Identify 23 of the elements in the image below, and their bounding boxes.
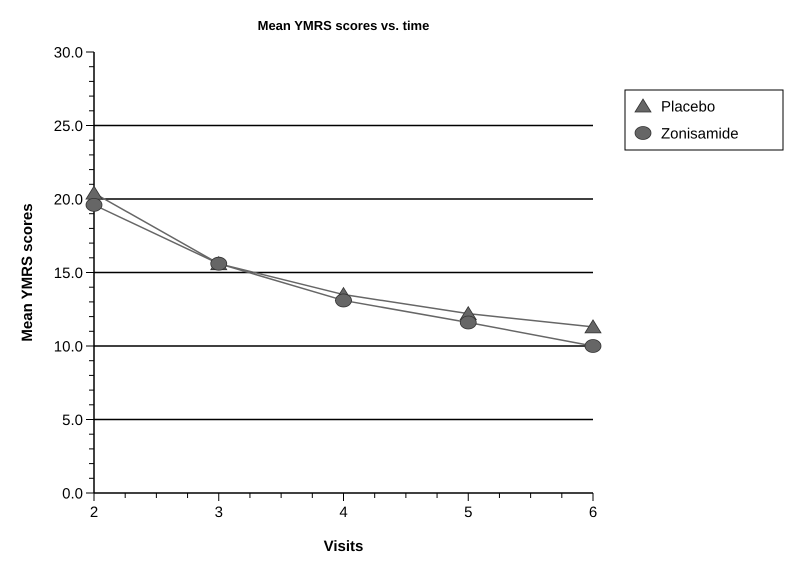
point bbox=[584, 339, 602, 353]
x-tick-label: 5 bbox=[464, 504, 472, 521]
x-tick-label: 3 bbox=[214, 504, 223, 521]
y-tick-label: 5.0 bbox=[62, 412, 83, 429]
y-tick-label: 15.0 bbox=[54, 264, 83, 282]
y-tick-label: 20.0 bbox=[54, 191, 83, 208]
y-tick-label: 0.0 bbox=[62, 485, 83, 502]
x-tick-label: 2 bbox=[90, 504, 98, 521]
y-tick-label: 30.0 bbox=[54, 44, 83, 62]
point bbox=[335, 294, 352, 308]
x-tick-label: 4 bbox=[339, 504, 348, 521]
legend-label: Zonisamide bbox=[661, 125, 739, 142]
point bbox=[584, 319, 602, 334]
legend-label: Placebo bbox=[661, 98, 716, 116]
point bbox=[460, 316, 477, 330]
point bbox=[86, 186, 102, 200]
x-tick-label: 6 bbox=[588, 504, 598, 521]
chart-title: Mean YMRS scores vs. time bbox=[258, 18, 430, 33]
y-tick-label: 10.0 bbox=[54, 338, 83, 356]
point bbox=[86, 198, 102, 212]
x-axis-title: Visits bbox=[324, 538, 364, 555]
y-axis-title: Mean YMRS scores bbox=[19, 203, 36, 342]
y-tick-label: 25.0 bbox=[54, 118, 83, 135]
